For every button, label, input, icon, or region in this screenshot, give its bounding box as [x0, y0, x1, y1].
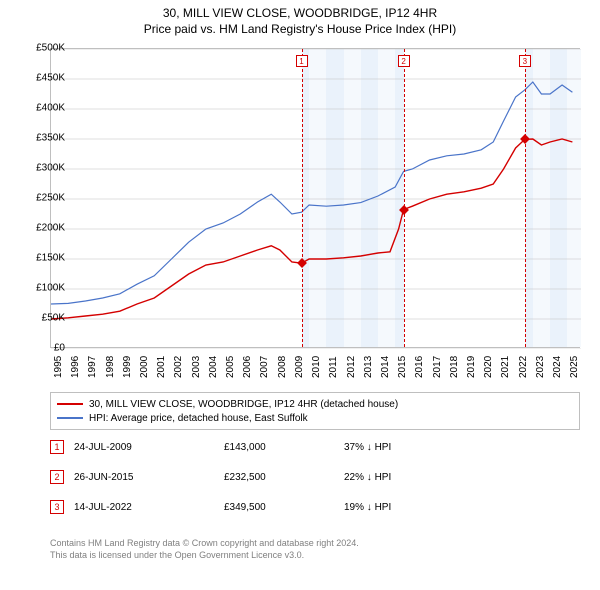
- xtick-label: 2025: [569, 356, 580, 378]
- xtick-label: 2016: [414, 356, 425, 378]
- tx-marker-box: 2: [398, 55, 410, 67]
- tx-diff-2: 22% ↓ HPI: [344, 472, 464, 483]
- xtick-label: 2015: [397, 356, 408, 378]
- tx-marker-box: 3: [519, 55, 531, 67]
- legend-row-hpi: HPI: Average price, detached house, East…: [57, 411, 573, 425]
- tx-row-1: 1 24-JUL-2009 £143,000 37% ↓ HPI: [50, 432, 580, 462]
- xtick-label: 1998: [105, 356, 116, 378]
- ytick-label: £450K: [36, 73, 65, 84]
- legend-swatch-hpi: [57, 417, 83, 419]
- footer: Contains HM Land Registry data © Crown c…: [50, 538, 359, 561]
- ytick-label: £400K: [36, 103, 65, 114]
- tx-marker-3: 3: [50, 500, 64, 514]
- ytick-label: £250K: [36, 193, 65, 204]
- tx-marker-1: 1: [50, 440, 64, 454]
- title-block: 30, MILL VIEW CLOSE, WOODBRIDGE, IP12 4H…: [0, 0, 600, 36]
- tx-price-1: £143,000: [224, 442, 334, 453]
- footer-line-1: Contains HM Land Registry data © Crown c…: [50, 538, 359, 550]
- ytick-label: £0: [54, 343, 65, 354]
- xtick-label: 2000: [139, 356, 150, 378]
- tx-marker-3-num: 3: [54, 502, 59, 512]
- tx-marker-box: 1: [296, 55, 308, 67]
- xtick-label: 2013: [363, 356, 374, 378]
- tx-diff-3: 19% ↓ HPI: [344, 502, 464, 513]
- tx-date-1: 24-JUL-2009: [74, 442, 214, 453]
- xtick-label: 2020: [483, 356, 494, 378]
- xtick-label: 2024: [552, 356, 563, 378]
- xtick-label: 1995: [53, 356, 64, 378]
- tx-vline: [302, 49, 303, 347]
- xtick-label: 2019: [466, 356, 477, 378]
- tx-date-2: 26-JUN-2015: [74, 472, 214, 483]
- xtick-label: 2022: [518, 356, 529, 378]
- xtick-label: 2006: [242, 356, 253, 378]
- ytick-label: £200K: [36, 223, 65, 234]
- xtick-label: 1999: [122, 356, 133, 378]
- transactions-table: 1 24-JUL-2009 £143,000 37% ↓ HPI 2 26-JU…: [50, 432, 580, 522]
- ytick-label: £500K: [36, 43, 65, 54]
- xtick-label: 2003: [191, 356, 202, 378]
- legend: 30, MILL VIEW CLOSE, WOODBRIDGE, IP12 4H…: [50, 392, 580, 430]
- ytick-label: £100K: [36, 283, 65, 294]
- xtick-label: 2023: [535, 356, 546, 378]
- xtick-label: 2014: [380, 356, 391, 378]
- ytick-label: £150K: [36, 253, 65, 264]
- tx-marker-1-num: 1: [54, 442, 59, 452]
- plot-area: 1 2 3: [50, 48, 580, 348]
- xtick-label: 2002: [173, 356, 184, 378]
- tx-diff-1: 37% ↓ HPI: [344, 442, 464, 453]
- plot-svg: [51, 49, 581, 349]
- xtick-label: 2001: [156, 356, 167, 378]
- tx-price-2: £232,500: [224, 472, 334, 483]
- tx-date-3: 14-JUL-2022: [74, 502, 214, 513]
- legend-swatch-property: [57, 403, 83, 405]
- xtick-label: 2021: [500, 356, 511, 378]
- xtick-label: 2011: [328, 356, 339, 378]
- legend-label-hpi: HPI: Average price, detached house, East…: [89, 413, 308, 424]
- legend-label-property: 30, MILL VIEW CLOSE, WOODBRIDGE, IP12 4H…: [89, 399, 398, 410]
- tx-row-2: 2 26-JUN-2015 £232,500 22% ↓ HPI: [50, 462, 580, 492]
- xtick-label: 2007: [259, 356, 270, 378]
- ytick-label: £50K: [42, 313, 65, 324]
- xtick-label: 2012: [346, 356, 357, 378]
- xtick-label: 2010: [311, 356, 322, 378]
- tx-marker-2-num: 2: [54, 472, 59, 482]
- legend-row-property: 30, MILL VIEW CLOSE, WOODBRIDGE, IP12 4H…: [57, 397, 573, 411]
- xtick-label: 2009: [294, 356, 305, 378]
- title-line-1: 30, MILL VIEW CLOSE, WOODBRIDGE, IP12 4H…: [0, 6, 600, 20]
- tx-vline: [525, 49, 526, 347]
- tx-row-3: 3 14-JUL-2022 £349,500 19% ↓ HPI: [50, 492, 580, 522]
- tx-price-3: £349,500: [224, 502, 334, 513]
- xtick-label: 2004: [208, 356, 219, 378]
- xtick-label: 1996: [70, 356, 81, 378]
- xtick-label: 2008: [277, 356, 288, 378]
- tx-vline: [404, 49, 405, 347]
- footer-line-2: This data is licensed under the Open Gov…: [50, 550, 359, 562]
- xtick-label: 2017: [432, 356, 443, 378]
- xtick-label: 2018: [449, 356, 460, 378]
- title-line-2: Price paid vs. HM Land Registry's House …: [0, 22, 600, 36]
- tx-marker-2: 2: [50, 470, 64, 484]
- xtick-label: 2005: [225, 356, 236, 378]
- ytick-label: £300K: [36, 163, 65, 174]
- xtick-label: 1997: [87, 356, 98, 378]
- chart-container: 30, MILL VIEW CLOSE, WOODBRIDGE, IP12 4H…: [0, 0, 600, 590]
- ytick-label: £350K: [36, 133, 65, 144]
